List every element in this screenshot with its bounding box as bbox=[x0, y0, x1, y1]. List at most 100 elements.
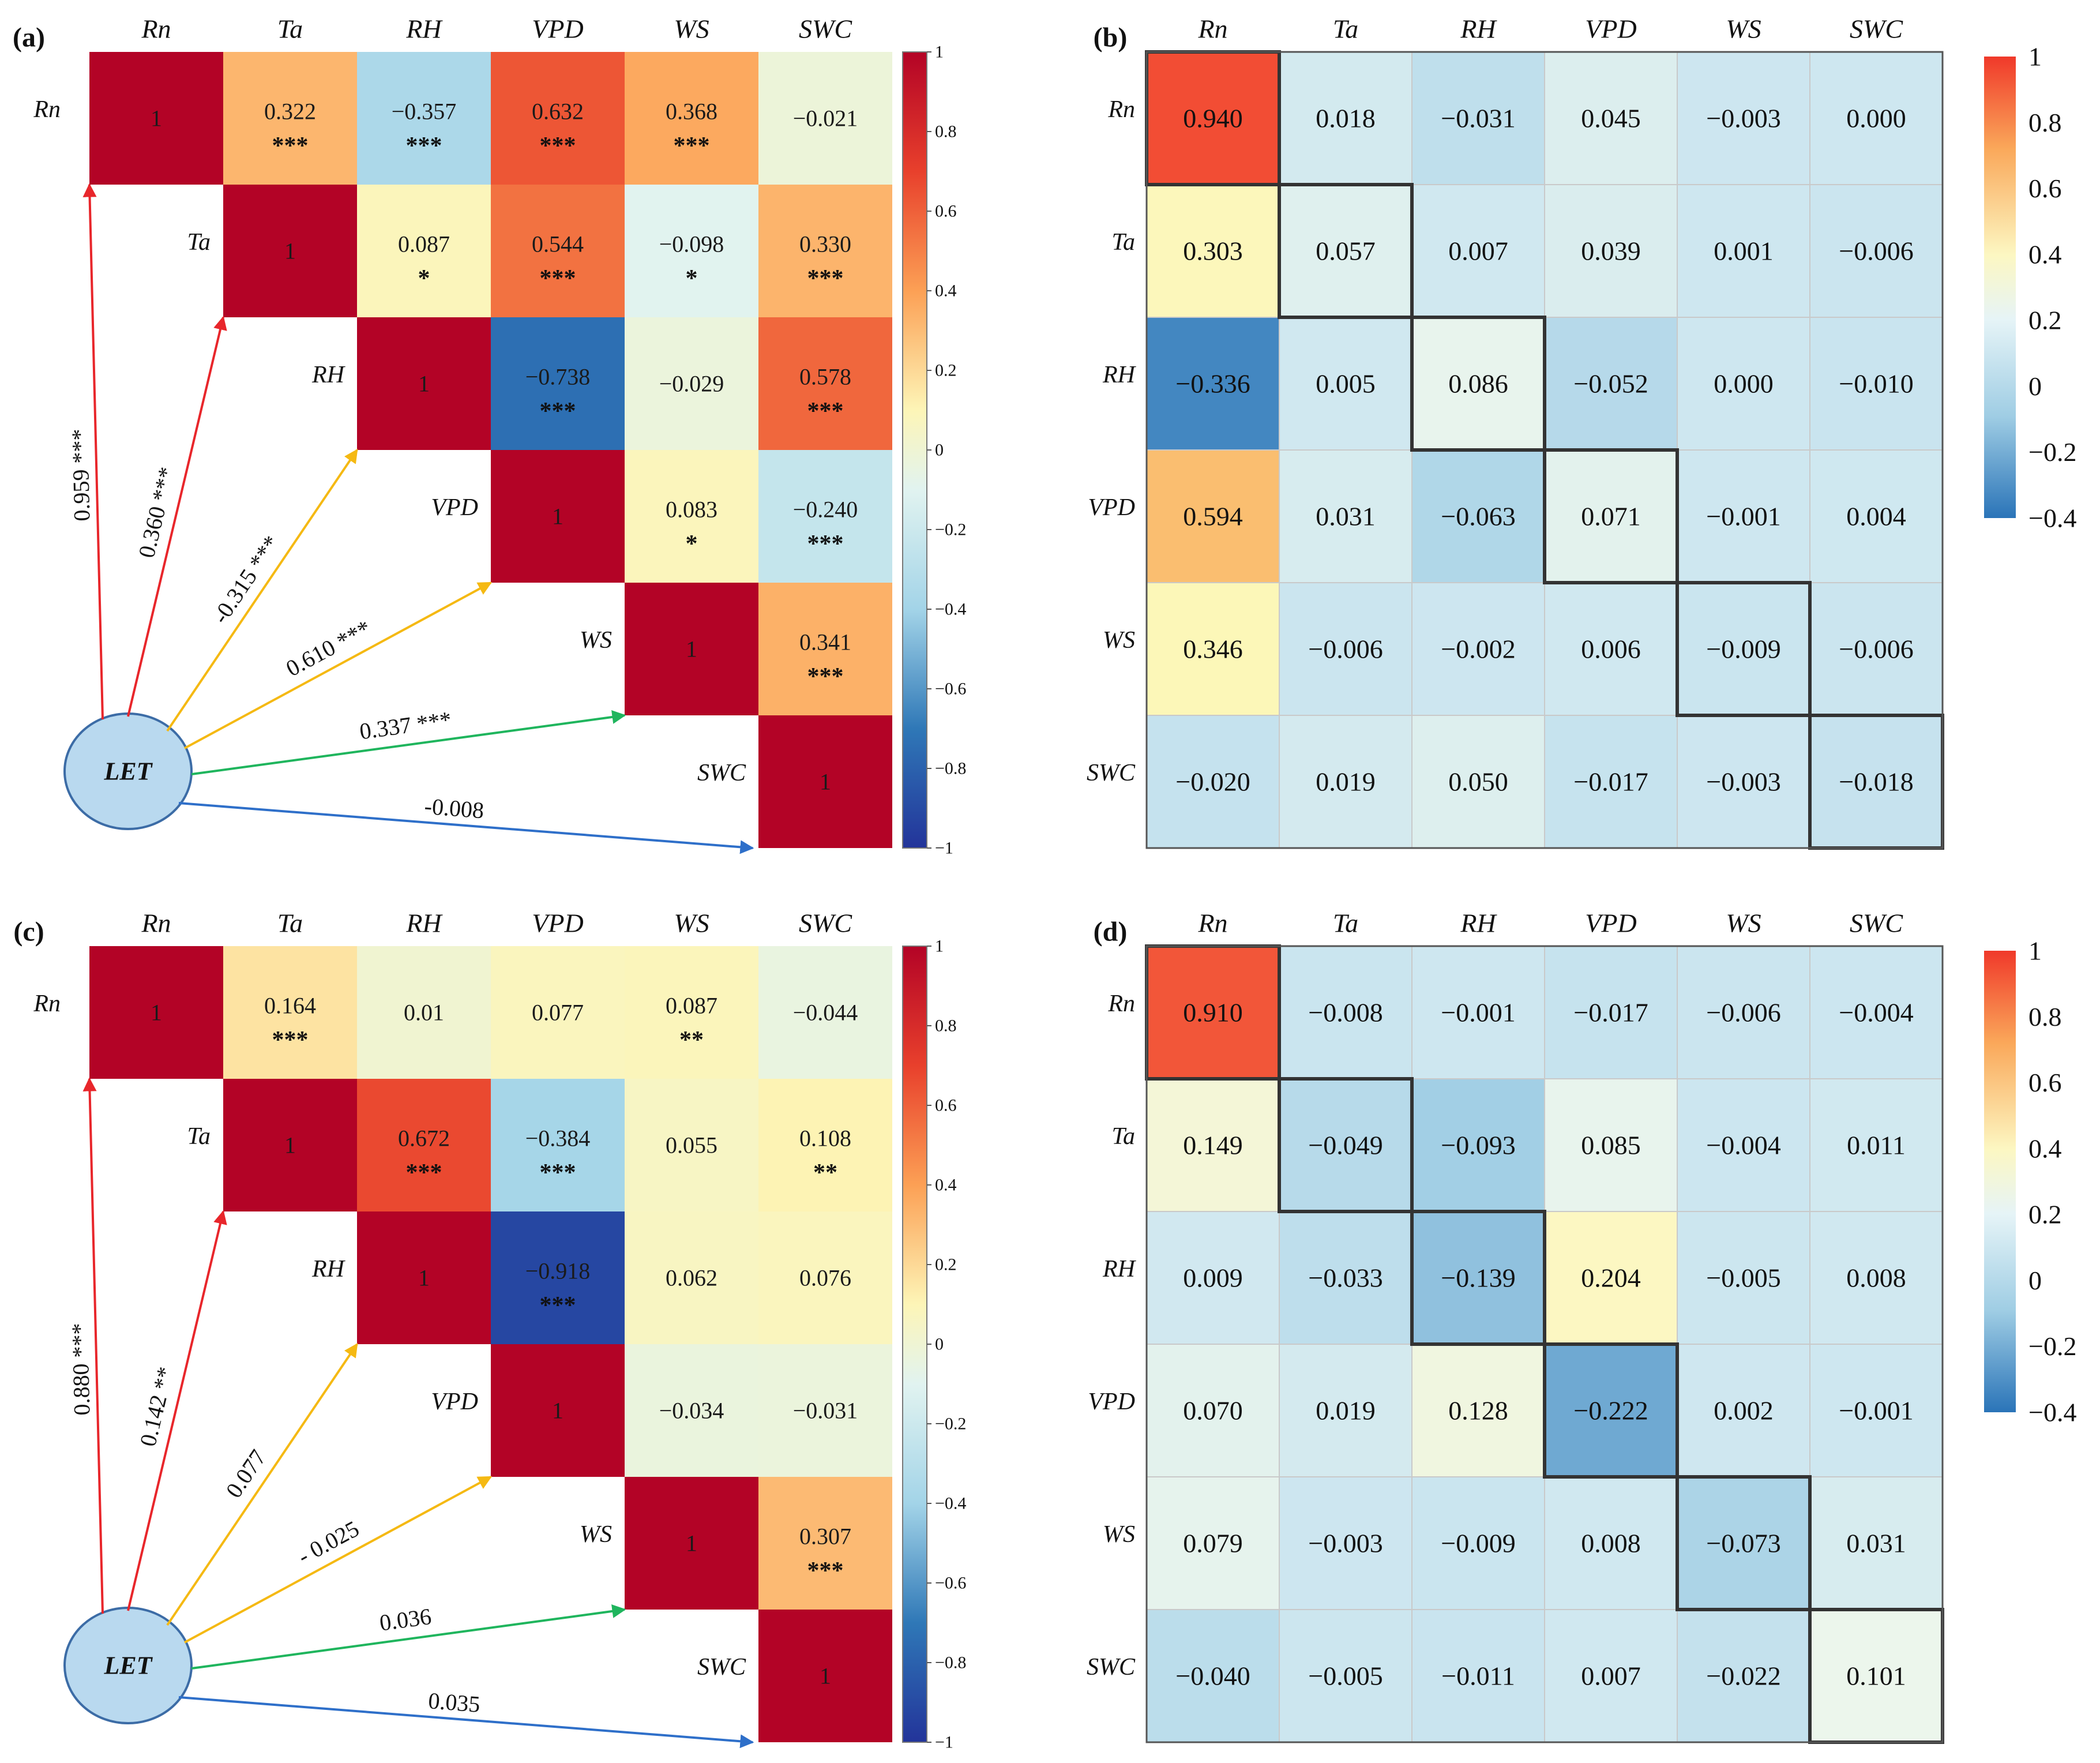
let-node-label: LET bbox=[103, 1652, 153, 1680]
cell-value: −0.004 bbox=[1839, 998, 1913, 1027]
heatmap-cell bbox=[491, 1211, 625, 1344]
cell-value: 0.128 bbox=[1448, 1396, 1508, 1426]
heatmap-cell bbox=[1809, 1344, 1943, 1477]
cell-value: 0.087 bbox=[398, 231, 450, 257]
heatmap-cell bbox=[1411, 51, 1545, 185]
row-header: Ta bbox=[187, 229, 211, 256]
row-header: Rn bbox=[33, 991, 61, 1017]
cell-value: −0.008 bbox=[1308, 998, 1383, 1027]
cell-value: −0.918 bbox=[525, 1258, 591, 1284]
colorbar-tick-label: 0.4 bbox=[935, 282, 957, 301]
cell-value: 0.008 bbox=[1581, 1529, 1641, 1558]
cell-value: 0.578 bbox=[799, 364, 851, 390]
column-header: Ta bbox=[1333, 14, 1358, 44]
heatmap-cell bbox=[1279, 184, 1412, 318]
row-header: WS bbox=[1103, 627, 1135, 654]
cell-value: 0.368 bbox=[666, 99, 717, 125]
cell-value: −0.003 bbox=[1706, 104, 1780, 133]
heatmap-cell bbox=[1544, 582, 1678, 716]
cell-value: 0.011 bbox=[1847, 1131, 1906, 1160]
heatmap-cell bbox=[1677, 1609, 1810, 1743]
significance-stars: *** bbox=[272, 1027, 309, 1053]
row-header: RH bbox=[311, 1256, 346, 1282]
heatmap-cell bbox=[1279, 51, 1412, 185]
cell-value: −0.005 bbox=[1308, 1661, 1383, 1691]
panel-label: (a) bbox=[13, 22, 45, 53]
row-header: VPD bbox=[1088, 1389, 1135, 1415]
heatmap-cell bbox=[1677, 184, 1810, 318]
panel-label: (d) bbox=[1094, 917, 1128, 947]
path-arrow bbox=[191, 1604, 626, 1670]
path-arrow bbox=[127, 1210, 227, 1611]
cell-value: 1 bbox=[820, 769, 831, 795]
path-arrow bbox=[166, 1343, 358, 1626]
colorbar-tick-label: 1 bbox=[2028, 42, 2042, 72]
cell-value: 0.632 bbox=[532, 99, 584, 125]
heatmap-cell bbox=[1146, 1476, 1280, 1610]
cell-value: 0.071 bbox=[1581, 502, 1641, 531]
diagonal-highlight bbox=[1410, 316, 1546, 452]
heatmap-cell bbox=[758, 317, 892, 450]
colorbar-tick-label: −0.2 bbox=[2028, 1331, 2076, 1361]
colorbar bbox=[1984, 57, 2016, 518]
column-header: Ta bbox=[1333, 909, 1358, 938]
heatmap-cell bbox=[1809, 51, 1943, 185]
cell-value: −0.003 bbox=[1308, 1529, 1383, 1558]
cell-value: 0.000 bbox=[1846, 104, 1906, 133]
significance-stars: * bbox=[686, 531, 698, 557]
heatmap-cell bbox=[1411, 184, 1545, 318]
cell-value: −0.002 bbox=[1441, 635, 1515, 664]
heatmap-cell bbox=[1677, 1211, 1810, 1345]
heatmap-cell bbox=[1677, 715, 1810, 849]
heatmap-cell bbox=[1411, 317, 1545, 451]
cell-value: −0.222 bbox=[1573, 1396, 1648, 1426]
heatmap-cell bbox=[758, 715, 892, 848]
cell-value: 0.031 bbox=[1846, 1529, 1906, 1558]
colorbar-tick-label: −1 bbox=[935, 839, 953, 858]
heatmap-cell bbox=[89, 946, 223, 1079]
cell-value: −0.009 bbox=[1706, 635, 1780, 664]
cell-value: 0.594 bbox=[1183, 502, 1243, 531]
cell-value: 1 bbox=[820, 1663, 831, 1689]
heatmap-cell bbox=[1544, 1344, 1678, 1477]
column-header: VPD bbox=[532, 14, 583, 44]
diagonal-highlight bbox=[1543, 1342, 1679, 1479]
row-header: SWC bbox=[1087, 1654, 1136, 1681]
heatmap-cell bbox=[223, 185, 357, 317]
heatmap-cell bbox=[357, 317, 491, 450]
heatmap-cell bbox=[1411, 1476, 1545, 1610]
cell-value: −0.052 bbox=[1573, 369, 1648, 399]
column-header: Rn bbox=[141, 14, 171, 44]
arrow-coefficient: 0.036 bbox=[378, 1603, 433, 1636]
colorbar-tick-label: 0 bbox=[2028, 1266, 2042, 1295]
significance-stars: *** bbox=[540, 133, 576, 159]
colorbar-tick-label: 0.8 bbox=[935, 122, 957, 141]
path-arrow bbox=[127, 316, 227, 717]
cell-value: 0.019 bbox=[1316, 1396, 1376, 1426]
column-header: Rn bbox=[141, 909, 171, 938]
cell-value: 0.346 bbox=[1183, 635, 1243, 664]
path-arrow bbox=[82, 183, 104, 720]
heatmap-cell bbox=[223, 946, 357, 1079]
heatmap-cell bbox=[625, 1477, 758, 1610]
row-header: Rn bbox=[1107, 96, 1135, 123]
cell-value: −0.006 bbox=[1839, 237, 1913, 266]
heatmap-cell bbox=[1544, 184, 1678, 318]
heatmap-cell bbox=[491, 1344, 625, 1477]
cell-value: 1 bbox=[552, 1398, 563, 1424]
cell-value: −0.033 bbox=[1308, 1263, 1383, 1293]
colorbar-tick-label: −0.4 bbox=[2028, 504, 2076, 533]
arrow-coefficient: -0.008 bbox=[423, 793, 485, 824]
cell-value: −0.063 bbox=[1441, 502, 1515, 531]
heatmap-cell bbox=[758, 1211, 892, 1344]
arrow-coefficient: 0.880 *** bbox=[67, 1323, 95, 1416]
cell-value: 1 bbox=[151, 106, 162, 132]
heatmap-cell bbox=[1809, 1078, 1943, 1212]
significance-stars: *** bbox=[807, 398, 844, 425]
heatmap-cell bbox=[758, 450, 892, 583]
cell-value: 0.008 bbox=[1846, 1263, 1906, 1293]
diagonal-highlight bbox=[1676, 581, 1812, 717]
colorbar-tick-label: −0.2 bbox=[935, 1415, 966, 1434]
colorbar-tick-label: 0.8 bbox=[935, 1016, 957, 1036]
